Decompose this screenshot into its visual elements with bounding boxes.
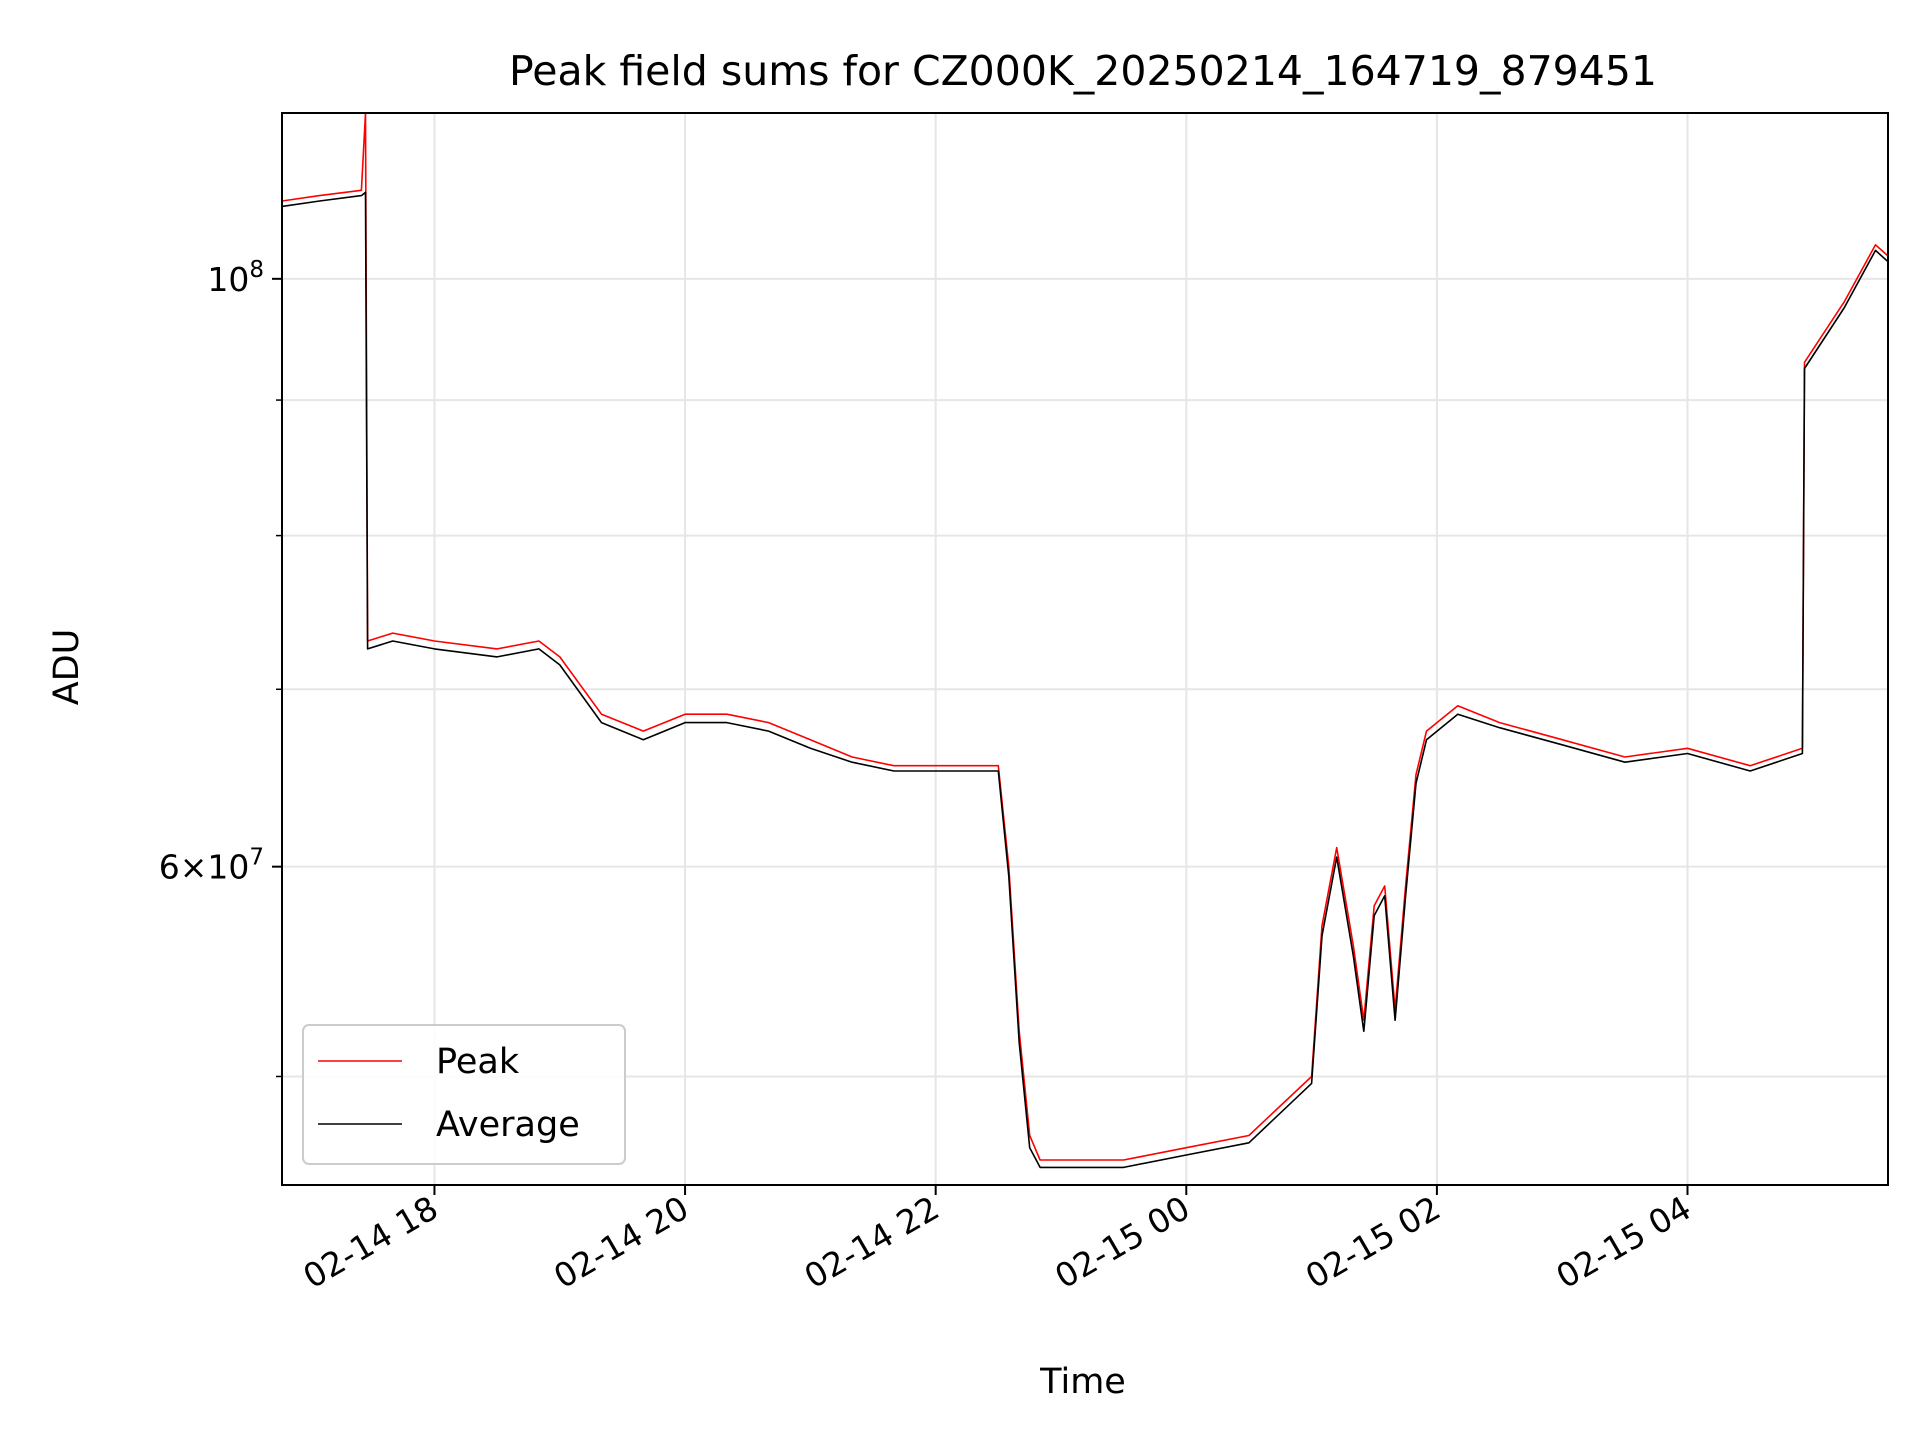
y-axis-label: ADU: [47, 629, 87, 706]
y-tick-label: 6×107: [159, 845, 264, 887]
legend: Peak Average: [302, 1024, 626, 1165]
legend-peak-label: Peak: [436, 1042, 520, 1082]
plot-frame: [281, 112, 1889, 1186]
legend-average-label: Average: [436, 1105, 580, 1145]
series-lines: [282, 113, 1888, 1169]
x-axis-label: Time: [1039, 1362, 1126, 1402]
series-line-average: [282, 191, 1888, 1169]
y-tick-label: 108: [207, 257, 264, 299]
series-line-peak: [282, 113, 1888, 1161]
chart-title: Peak field sums for CZ000K_20250214_1647…: [509, 47, 1657, 95]
legend-box: [302, 1024, 626, 1165]
